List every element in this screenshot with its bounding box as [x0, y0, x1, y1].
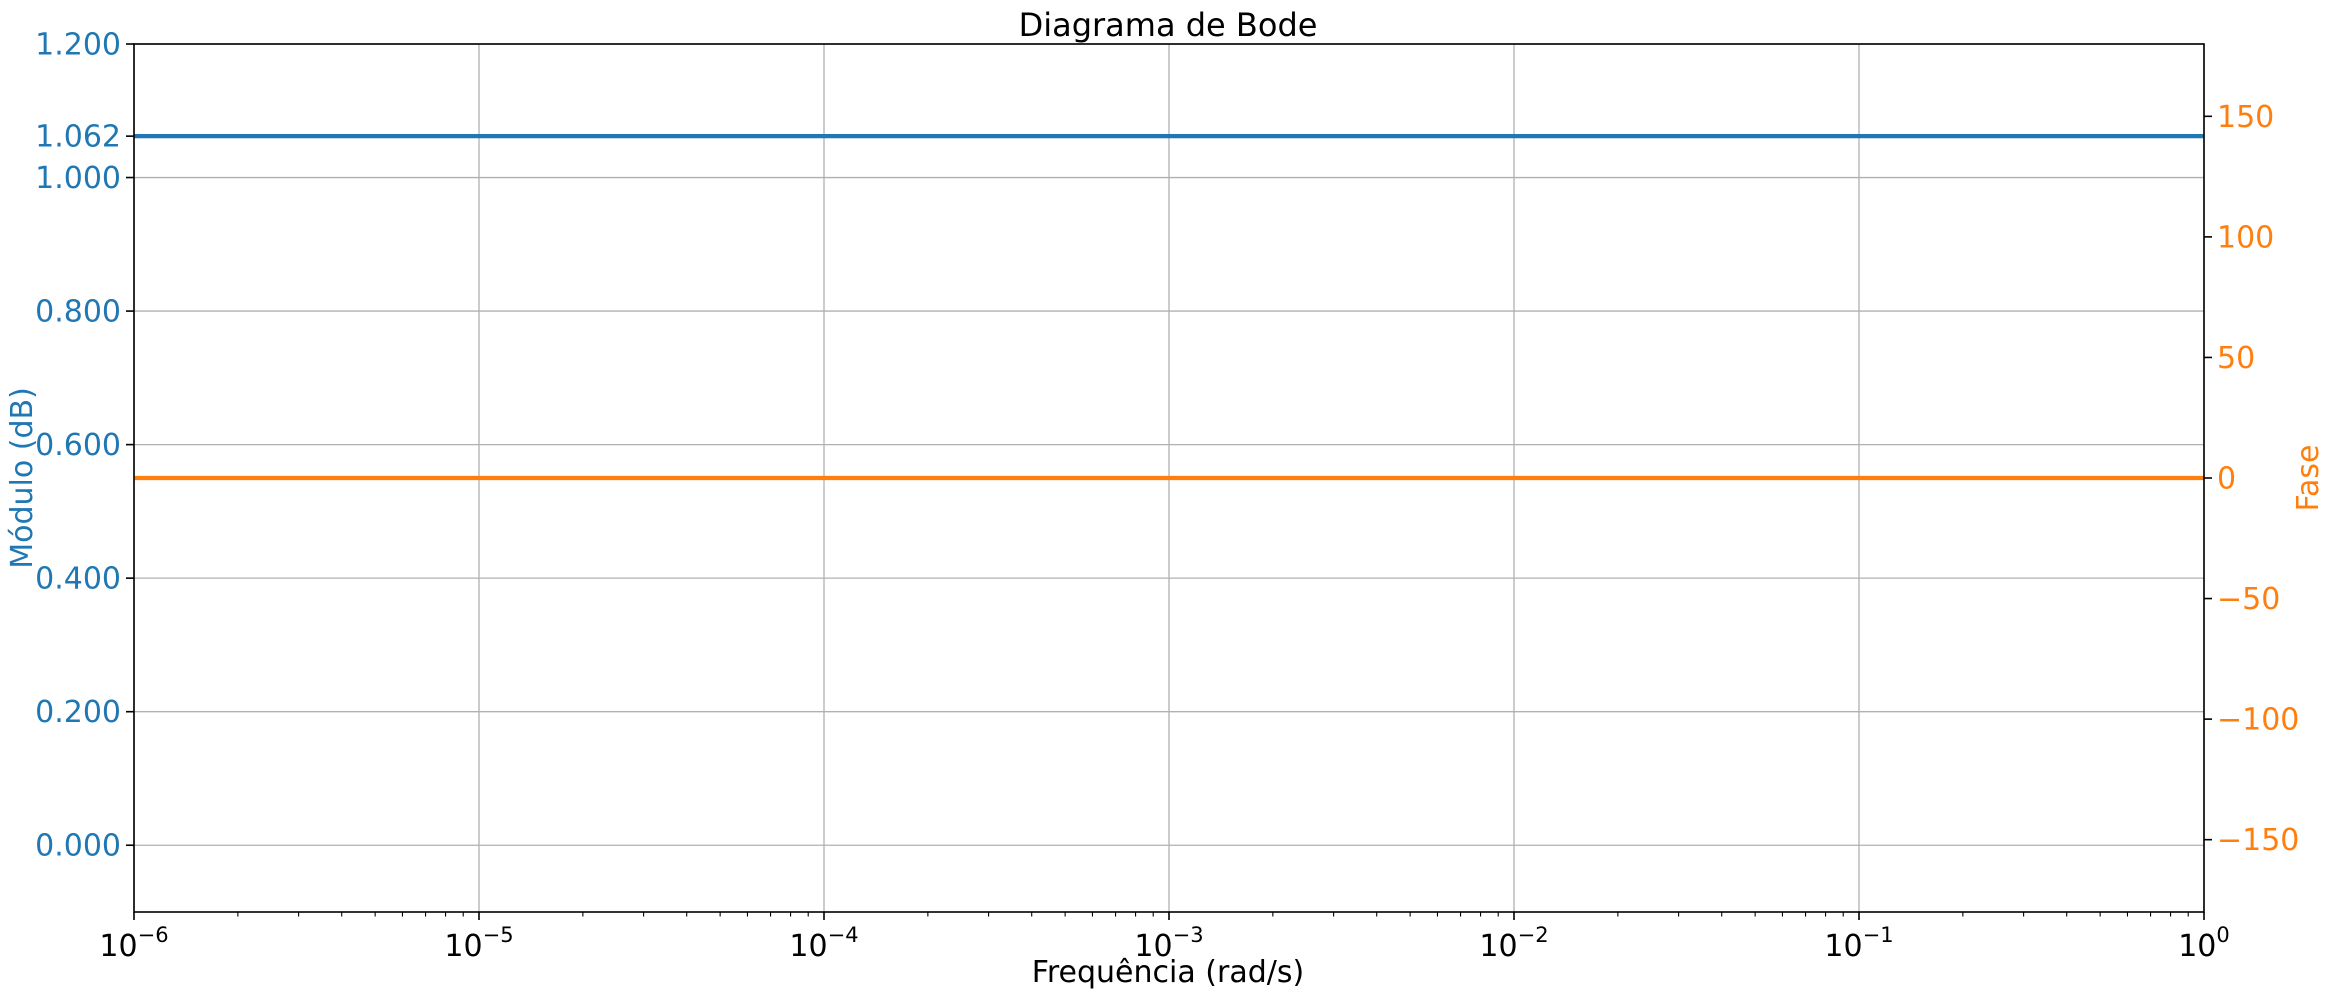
- x-tick-label: 10−1: [1824, 923, 1893, 964]
- left-axis-label: Módulo (dB): [5, 387, 40, 569]
- left-tick-label: 0.200: [35, 695, 121, 730]
- chart-title: Diagrama de Bode: [1019, 6, 1318, 44]
- left-tick-label: 0.400: [35, 562, 121, 597]
- left-tick-label: 1.000: [35, 161, 121, 196]
- x-tick-label: 10−2: [1479, 923, 1548, 964]
- left-tick-label: 0.600: [35, 428, 121, 463]
- series-layer: [134, 134, 2204, 481]
- right-tick-label: −100: [2217, 703, 2299, 738]
- x-axis-label: Frequência (rad/s): [1032, 955, 1304, 990]
- x-tick-label: 10−3: [1134, 923, 1203, 964]
- right-tick-label: 100: [2217, 220, 2274, 255]
- left-tick-label: 0.800: [35, 295, 121, 330]
- right-tick-label: 150: [2217, 100, 2274, 135]
- right-tick-label: 50: [2217, 341, 2255, 376]
- x-tick-label: 10−5: [444, 923, 513, 964]
- x-tick-label: 10−4: [789, 923, 858, 964]
- left-tick-label: 1.200: [35, 28, 121, 63]
- right-tick-label: 0: [2217, 462, 2236, 497]
- left-tick-label: 0.000: [35, 829, 121, 864]
- x-tick-label: 10−6: [99, 923, 168, 964]
- right-tick-label: −150: [2217, 823, 2299, 858]
- right-axis-label: Fase: [2291, 445, 2326, 512]
- left-tick-label: 1.062: [35, 120, 121, 155]
- x-tick-label: 100: [2178, 923, 2230, 964]
- right-tick-label: −50: [2217, 582, 2280, 617]
- ticks-layer: 10−6 10−5 10−4 10−3 10−2 10−1 100 0.000 0.200 0.4…: [35, 28, 2299, 965]
